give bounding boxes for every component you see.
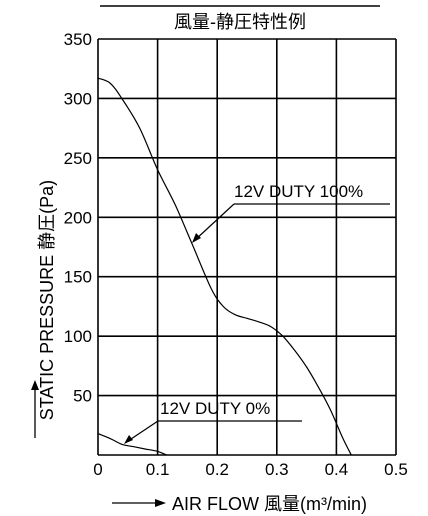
x-tick-label: 0.2 xyxy=(205,460,229,479)
annotation-duty-100: 12V DUTY 100% xyxy=(192,182,390,243)
tick-labels: 0 0.1 0.2 0.3 0.4 0.5 50 100 150 200 250 300 350 xyxy=(64,30,408,479)
y-tick-label: 350 xyxy=(64,30,92,49)
y-axis-arrowhead xyxy=(31,380,39,390)
y-tick-label: 100 xyxy=(64,327,92,346)
series-line-duty-100 xyxy=(97,77,352,456)
annotation-duty-0-arrowhead xyxy=(124,435,133,444)
x-tick-label: 0.4 xyxy=(325,460,349,479)
annotation-duty-0: 12V DUTY 0% xyxy=(124,399,302,444)
x-axis-label-group: AIR FLOW 風量(m³/min) xyxy=(112,494,367,514)
grid xyxy=(97,38,397,456)
annotation-duty-0-leader xyxy=(127,420,159,442)
annotation-duty-100-leader xyxy=(194,203,235,241)
y-tick-label: 150 xyxy=(64,268,92,287)
y-tick-label: 50 xyxy=(73,387,92,406)
y-axis-label: STATIC PRESSURE 静圧(Pa) xyxy=(37,180,57,420)
series-lines xyxy=(97,77,352,456)
y-tick-label: 300 xyxy=(64,89,92,108)
annotation-duty-100-arrowhead xyxy=(192,233,201,243)
y-tick-label: 250 xyxy=(64,149,92,168)
series-line-duty-0 xyxy=(97,433,167,456)
x-axis-arrowhead xyxy=(155,499,166,507)
annotation-duty-0-label: 12V DUTY 0% xyxy=(160,399,270,418)
x-tick-label: 0.5 xyxy=(384,460,408,479)
y-tick-label: 200 xyxy=(64,208,92,227)
y-axis-label-group: STATIC PRESSURE 静圧(Pa) xyxy=(31,180,57,438)
x-tick-label: 0.3 xyxy=(265,460,289,479)
chart-title: 風量-静圧特性例 xyxy=(174,12,306,32)
x-axis-label: AIR FLOW 風量(m³/min) xyxy=(172,494,367,514)
x-tick-label: 0 xyxy=(93,460,102,479)
x-tick-label: 0.1 xyxy=(146,460,170,479)
annotation-duty-100-label: 12V DUTY 100% xyxy=(234,182,363,201)
